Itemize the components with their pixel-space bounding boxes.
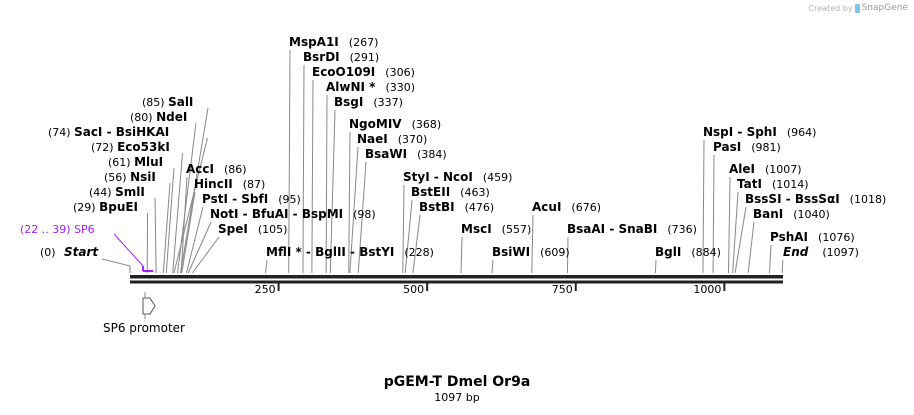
site-leader-line	[654, 259, 657, 274]
tick-mark	[723, 283, 726, 291]
site-leader-line	[349, 146, 359, 274]
cut-site-label[interactable]: TatI (1014)	[737, 177, 809, 191]
cut-site-label[interactable]: BsiWI (609)	[492, 245, 570, 259]
cut-site-label[interactable]: BsrDI (291)	[303, 50, 379, 64]
cut-site-label[interactable]: PstI - SbfI (95)	[202, 192, 301, 206]
site-leader-line	[404, 199, 413, 274]
cut-site-label[interactable]: SpeI (105)	[218, 222, 287, 236]
site-labels: (85) SalI(80) NdeI(74) SacI - BsiHKAI(72…	[20, 35, 886, 259]
cut-site-label[interactable]: PasI (981)	[713, 140, 781, 154]
site-leader-line	[181, 191, 196, 274]
site-leader-line	[402, 184, 405, 274]
cut-site-label[interactable]: MscI (557)	[461, 222, 531, 236]
cut-site-label[interactable]: AccI (86)	[186, 162, 247, 176]
tick-mark	[574, 283, 577, 291]
cut-site-label[interactable]: BstBI (476)	[419, 200, 494, 214]
site-leader-line	[734, 206, 747, 274]
site-leader-line	[180, 176, 188, 274]
site-leader-line	[101, 258, 131, 267]
credit-brand: SnapGene	[861, 3, 908, 13]
site-leader-line	[165, 167, 175, 274]
cut-site-label[interactable]: StyI - NcoI (459)	[403, 170, 512, 184]
site-leader-line	[412, 214, 421, 274]
snapgene-logo-icon	[854, 3, 860, 13]
site-leader-line	[460, 236, 463, 274]
cut-site-label[interactable]: MflI * - BglII - BstYI (228)	[266, 245, 434, 259]
ruler: 250 500 750 1000	[255, 283, 726, 296]
cut-site-label[interactable]: BsaWI (384)	[365, 147, 447, 161]
sp6-promoter-arrow-icon[interactable]	[142, 292, 156, 319]
site-leader-line	[531, 214, 534, 274]
cut-site-label[interactable]: (85) SalI	[142, 95, 193, 109]
plasmid-title: pGEM-T Dmel Or9a	[383, 374, 531, 390]
site-leader-line	[185, 206, 204, 274]
tick-mark	[426, 283, 429, 291]
cut-site-label[interactable]: NgoMIV (368)	[349, 117, 441, 131]
cut-site-label[interactable]: BsgI (337)	[334, 95, 403, 109]
cut-site-label[interactable]: NaeI (370)	[357, 132, 427, 146]
site-leader-line	[265, 259, 268, 274]
cut-site-label[interactable]: BsaAI - SnaBI (736)	[567, 222, 697, 236]
snapgene-credit: Created by SnapGene	[809, 3, 908, 13]
site-leader-line	[566, 236, 569, 274]
site-leader-line	[302, 64, 305, 274]
sequence-backbone[interactable]	[130, 275, 783, 284]
cut-site-label[interactable]: (80) NdeI	[130, 110, 187, 124]
cut-site-lines	[101, 49, 784, 274]
site-leader-line	[288, 49, 291, 274]
credit-prefix: Created by	[808, 3, 853, 13]
sequence-start-label: (0) Start	[40, 245, 99, 259]
cut-site-label[interactable]: (74) SacI - BsiHKAI	[48, 125, 169, 139]
site-leader-line	[769, 244, 772, 274]
site-leader-line	[172, 152, 183, 274]
site-leader-line	[329, 109, 336, 274]
site-leader-line	[348, 131, 351, 274]
cut-site-label[interactable]: (29) BpuEI	[73, 200, 138, 214]
site-leader-line	[747, 221, 755, 274]
cut-site-label[interactable]: AcuI (676)	[532, 200, 601, 214]
cut-site-label[interactable]: MspA1I (267)	[289, 35, 378, 49]
site-leader-line	[728, 176, 731, 274]
tick-mark	[277, 283, 280, 291]
cut-site-label[interactable]: NotI - BfuAI - BspMI (98)	[210, 207, 376, 221]
cut-site-label[interactable]: HincII (87)	[194, 177, 265, 191]
cut-site-label[interactable]: AlwNI * (330)	[326, 80, 415, 94]
cut-site-label[interactable]: (44) SmlI	[89, 185, 145, 199]
cut-site-label[interactable]: (72) Eco53kI	[91, 140, 170, 154]
tick-label: 750	[552, 283, 573, 296]
cut-site-label[interactable]: BanI (1040)	[753, 207, 830, 221]
site-leader-line	[325, 94, 328, 274]
cut-site-label[interactable]: EcoO109I (306)	[312, 65, 415, 79]
cut-site-label[interactable]: BglI (884)	[655, 245, 721, 259]
site-leader-line	[491, 259, 494, 274]
cut-site-label[interactable]: PshAI (1076)	[770, 230, 855, 244]
site-leader-line	[162, 182, 171, 274]
site-leader-line	[712, 154, 715, 274]
site-leader-line	[702, 139, 705, 274]
site-leader-line	[357, 161, 367, 274]
tick-label: 1000	[693, 283, 721, 296]
cut-site-label[interactable]: BstEII (463)	[411, 185, 490, 199]
site-leader-line	[187, 221, 212, 274]
cut-site-label[interactable]: (56) NsiI	[104, 170, 156, 184]
site-leader-line	[154, 197, 157, 274]
site-leader-line	[311, 79, 314, 274]
tick-label: 250	[255, 283, 276, 296]
site-leader-line	[173, 137, 208, 274]
site-leader-line	[732, 191, 739, 274]
cut-site-label[interactable]: NspI - SphI (964)	[703, 125, 816, 139]
plasmid-length: 1097 bp	[434, 391, 480, 404]
cut-site-label[interactable]: AleI (1007)	[729, 162, 802, 176]
cut-site-label[interactable]: (61) MluI	[108, 155, 163, 169]
sequence-end-label: End (1097)	[783, 245, 859, 259]
site-leader-line	[781, 259, 784, 274]
cut-site-label[interactable]: BssSI - BssSαI (1018)	[745, 192, 886, 206]
promoter-label[interactable]: SP6 promoter	[103, 321, 185, 335]
feature-label-sp6[interactable]: (22 .. 39) SP6	[20, 223, 95, 236]
tick-label: 500	[403, 283, 424, 296]
site-leader-line	[192, 236, 220, 274]
